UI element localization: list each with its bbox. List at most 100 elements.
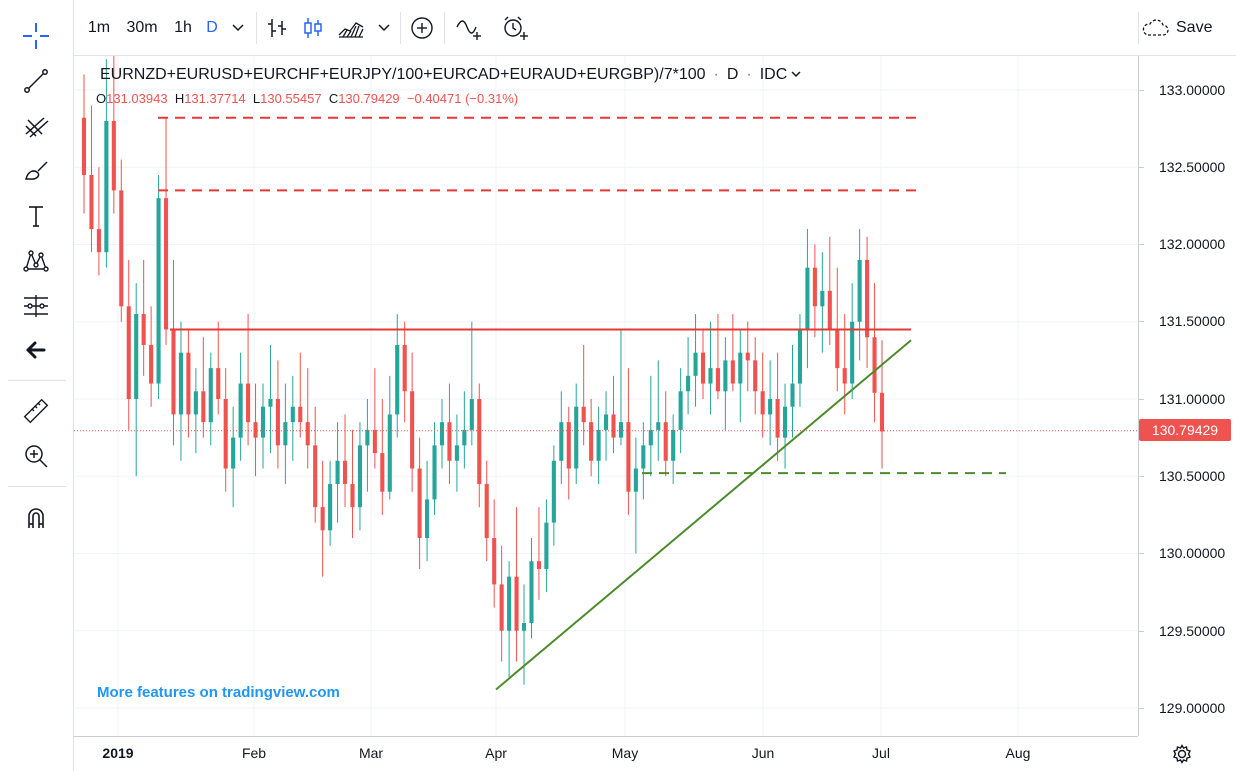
price-label: 131.50000	[1159, 313, 1226, 329]
time-label: May	[611, 745, 639, 761]
candle-down	[753, 360, 758, 392]
high-label: H	[174, 91, 185, 106]
indicators-icon[interactable]	[450, 0, 488, 56]
candle-down	[246, 383, 251, 423]
pitchfork-icon[interactable]	[14, 108, 58, 144]
price-axis[interactable]: 133.00000 132.50000 132.00000 131.50000 …	[1138, 56, 1236, 736]
toolbar-divider	[256, 12, 257, 44]
save-button[interactable]: Save	[1140, 14, 1212, 42]
prediction-measure-icon[interactable]	[14, 288, 58, 324]
candle-up	[797, 329, 803, 384]
candle-down	[111, 120, 116, 191]
candle-down	[253, 422, 258, 438]
text-tool-icon[interactable]	[14, 198, 58, 234]
candle-up	[678, 391, 683, 430]
symbol-name[interactable]: EURNZD+EURUSD+EURCHF+EURJPY/100+EURCAD+E…	[100, 66, 706, 83]
candle-up	[671, 429, 676, 461]
price-tick	[1139, 244, 1144, 245]
candles-style-icon[interactable]	[298, 0, 328, 56]
legend-interval: D	[726, 66, 739, 83]
candle-up	[178, 352, 184, 415]
candle-down	[223, 399, 228, 469]
symbol-legend[interactable]: EURNZD+EURUSD+EURCHF+EURJPY/100+EURCAD+E…	[100, 66, 801, 84]
zoom-in-icon[interactable]	[14, 438, 58, 474]
top-toolbar: 1m 30m 1h D	[74, 0, 1236, 56]
back-arrow-icon[interactable]	[14, 332, 58, 368]
interval-dropdown-chevron-icon[interactable]	[226, 0, 250, 56]
candle-down	[492, 538, 497, 585]
price-label: 133.00000	[1159, 82, 1226, 98]
promo-link[interactable]: More features on tradingview.com	[97, 684, 340, 701]
candle-up	[551, 460, 556, 523]
candle-up	[618, 422, 624, 438]
time-label: Aug	[1005, 745, 1031, 761]
candle-down	[320, 507, 325, 531]
price-label: 130.50000	[1159, 468, 1226, 484]
candle-up	[857, 259, 862, 322]
magnet-icon[interactable]	[14, 500, 58, 536]
candle-down	[484, 483, 489, 539]
candle-up	[104, 120, 109, 253]
toolbar-divider	[400, 12, 401, 44]
time-axis[interactable]: 2019 Feb Mar Apr May Jun Jul Aug	[74, 736, 1138, 771]
brush-icon[interactable]	[14, 153, 58, 189]
interval-1m[interactable]: 1m	[87, 19, 111, 36]
candle-up	[790, 383, 795, 407]
candle-down	[126, 306, 131, 399]
candle-down	[872, 337, 877, 393]
price-tick	[1139, 399, 1144, 400]
candle-down	[149, 344, 154, 384]
legend-chevron-down-icon[interactable]	[791, 71, 801, 79]
candle-down	[499, 584, 504, 631]
time-label: 2019	[102, 745, 134, 761]
candle-down	[775, 399, 780, 438]
interval-1h[interactable]: 1h	[174, 19, 192, 36]
candle-down	[298, 406, 303, 423]
candle-down	[141, 314, 146, 345]
price-tick	[1139, 90, 1144, 91]
chart-pane[interactable]	[74, 51, 1138, 736]
time-label: Mar	[358, 745, 384, 761]
settings-gear-icon[interactable]	[1170, 742, 1194, 766]
area-style-icon[interactable]	[334, 0, 368, 56]
candle-down	[835, 329, 840, 369]
candle-down	[163, 198, 169, 330]
price-label: 130.00000	[1159, 545, 1226, 561]
alert-clock-icon[interactable]	[496, 0, 534, 56]
interval-30m[interactable]: 30m	[126, 19, 158, 36]
candle-down	[417, 468, 422, 539]
candle-up	[387, 414, 392, 492]
candle-up	[768, 399, 773, 415]
candle-down	[305, 422, 310, 446]
candle-down	[514, 576, 519, 631]
price-tick	[1139, 476, 1144, 477]
price-tick	[1139, 167, 1144, 168]
add-compare-icon[interactable]	[404, 0, 440, 56]
save-label: Save	[1176, 19, 1213, 36]
interval-daily[interactable]: D	[206, 19, 218, 36]
legend-separator: ·	[713, 66, 719, 83]
candle-up	[268, 399, 273, 407]
bars-style-icon[interactable]	[262, 0, 292, 56]
price-tick	[1139, 708, 1144, 709]
candle-up	[820, 290, 825, 307]
legend-separator: ·	[746, 66, 752, 83]
ruler-icon[interactable]	[14, 393, 58, 429]
pattern-icon[interactable]	[14, 243, 58, 279]
chart-style-chevron-icon[interactable]	[372, 0, 396, 56]
candle-down	[589, 422, 594, 461]
candle-up	[708, 368, 713, 384]
candle-down	[745, 352, 750, 361]
toolbar-divider	[444, 12, 445, 44]
crosshair-icon[interactable]	[14, 18, 58, 54]
price-label: 129.00000	[1159, 700, 1226, 716]
trend-line-icon[interactable]	[14, 63, 58, 99]
current-price-label: 130.79429	[1139, 419, 1231, 441]
price-chart[interactable]	[74, 51, 1138, 736]
candle-down	[380, 453, 385, 492]
candle-up	[544, 522, 549, 569]
candle-up	[193, 391, 198, 415]
candle-up	[574, 406, 579, 469]
price-label: 132.00000	[1159, 236, 1226, 252]
close-label: C	[328, 91, 339, 106]
